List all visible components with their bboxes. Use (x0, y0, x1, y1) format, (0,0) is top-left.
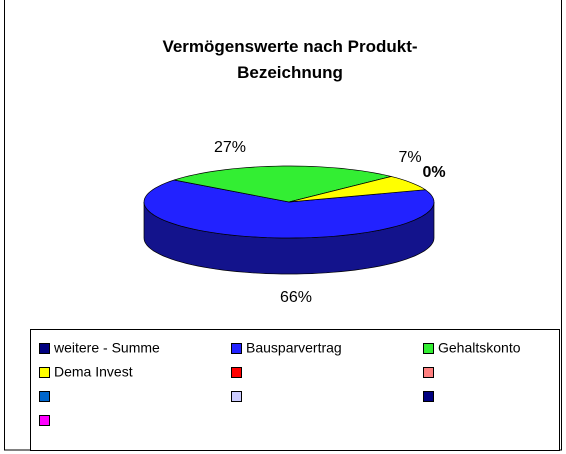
chart-title: Vermögenswerte nach Produkt-Bezeichnung (162, 37, 418, 82)
legend-box (30, 329, 560, 451)
legend-swatch (39, 391, 50, 402)
legend-swatch (231, 367, 242, 378)
legend-swatch (231, 343, 242, 354)
pie-slice (288, 176, 427, 203)
data-label: 66% (280, 289, 312, 306)
legend-label: Gehaltskonto (438, 340, 521, 356)
legend-label: weitere - Summe (53, 340, 160, 356)
pie-slice (174, 165, 392, 203)
legend-swatch (39, 367, 50, 378)
legend-swatch (231, 391, 242, 402)
legend-swatch (423, 343, 434, 354)
legend-swatch (39, 343, 50, 354)
legend-label: Dema Invest (54, 364, 133, 380)
data-label: 0% (422, 164, 445, 181)
pie-slice (143, 179, 435, 239)
data-label: 27% (214, 139, 246, 156)
data-label: 7% (398, 149, 421, 166)
legend-label: Bausparvertrag (246, 340, 342, 356)
legend-swatch (423, 391, 434, 402)
legend-swatch (423, 367, 434, 378)
legend-swatch (39, 415, 50, 426)
